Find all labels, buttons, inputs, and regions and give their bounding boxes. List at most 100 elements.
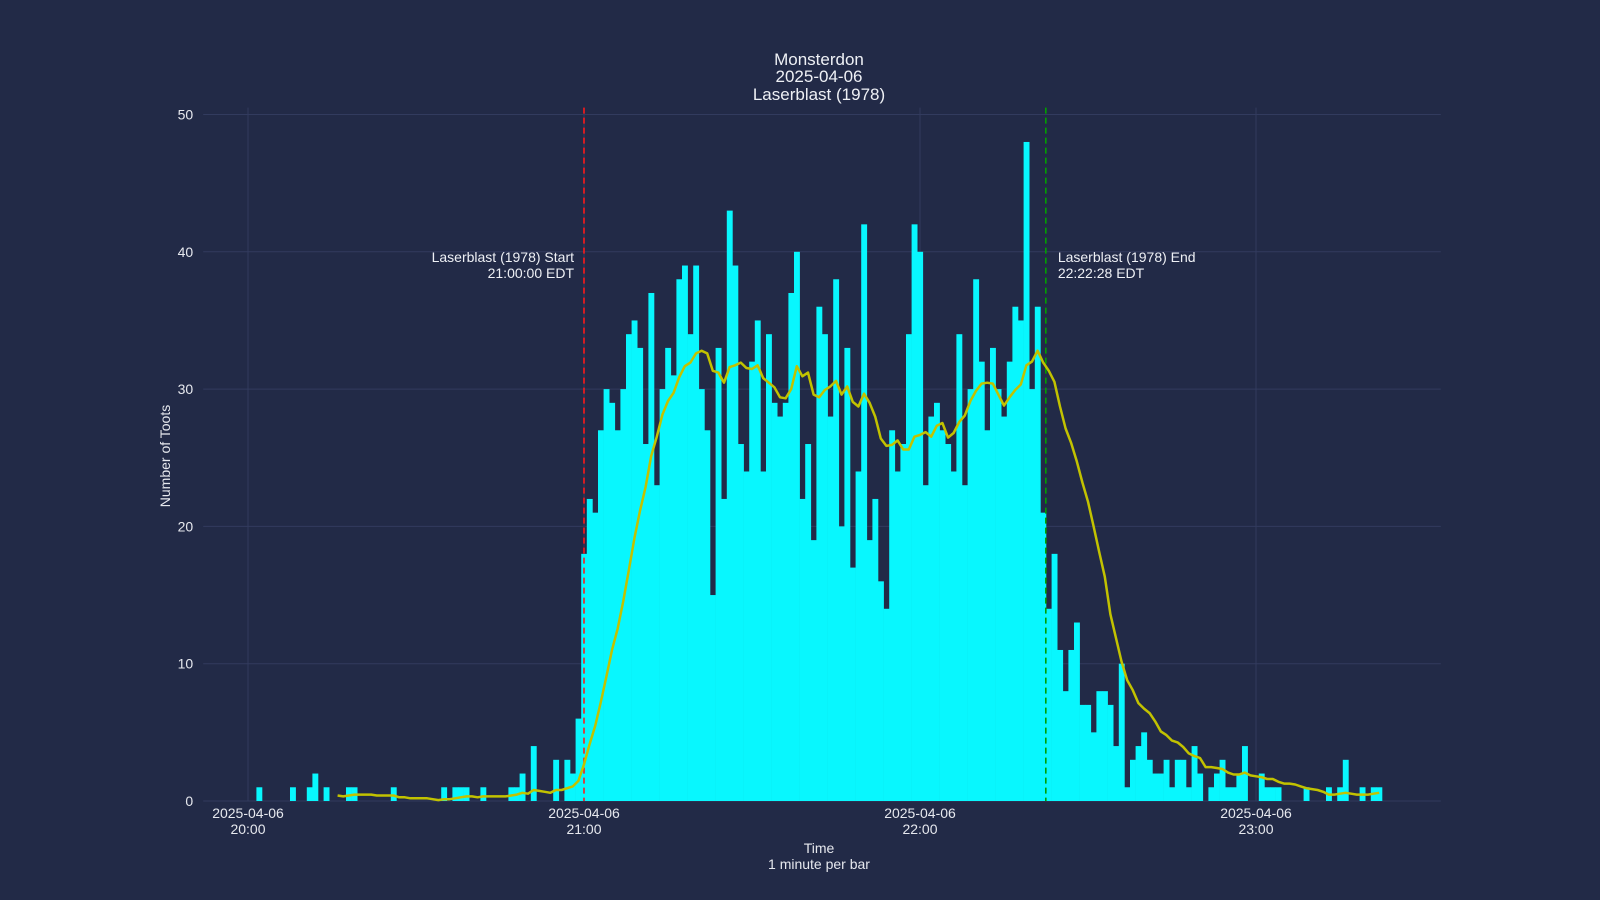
bar xyxy=(917,251,924,802)
bar xyxy=(911,224,918,802)
bar xyxy=(889,430,896,801)
bar xyxy=(754,320,761,801)
bar xyxy=(346,787,352,801)
bar xyxy=(1001,416,1008,801)
bar xyxy=(1236,773,1243,801)
bar xyxy=(1275,787,1282,801)
bar xyxy=(1376,787,1383,801)
bar xyxy=(984,430,991,801)
bar xyxy=(1051,553,1058,801)
bar xyxy=(519,773,526,801)
chart-title-line-3: Laserblast (1978) xyxy=(753,85,885,104)
moving-average-line xyxy=(337,349,1380,802)
bar xyxy=(990,347,996,801)
bar xyxy=(973,279,980,801)
bar xyxy=(872,498,879,801)
x-tick-label-time: 21:00 xyxy=(566,821,601,837)
bar xyxy=(1270,787,1276,801)
bar xyxy=(614,430,621,801)
bar xyxy=(1096,691,1103,801)
bar xyxy=(1230,787,1237,801)
bar xyxy=(749,361,756,801)
bar xyxy=(1208,787,1215,801)
bar xyxy=(642,444,649,801)
bar xyxy=(458,787,464,801)
bar xyxy=(1079,704,1086,801)
bar xyxy=(670,375,677,801)
bar xyxy=(1023,141,1030,801)
x-axis-title: Time xyxy=(804,840,835,856)
bar xyxy=(1130,759,1136,801)
bar xyxy=(1169,787,1176,801)
bar xyxy=(816,306,823,801)
bar xyxy=(1303,787,1310,801)
bar xyxy=(1141,732,1148,801)
bar xyxy=(530,746,537,801)
bar xyxy=(962,485,968,801)
bar xyxy=(1018,320,1024,801)
bar xyxy=(928,416,935,801)
x-tick-label-time: 23:00 xyxy=(1238,821,1273,837)
bar xyxy=(732,265,739,801)
bar xyxy=(609,402,616,801)
bar xyxy=(306,787,313,801)
bar xyxy=(1342,759,1349,801)
bar xyxy=(995,389,1002,801)
start-annotation-label: Laserblast (1978) Start xyxy=(432,249,575,265)
x-tick-label-time: 20:00 xyxy=(230,821,265,837)
bar xyxy=(1197,773,1204,801)
bar xyxy=(592,512,599,801)
bar xyxy=(1090,732,1097,801)
bar xyxy=(738,444,744,801)
x-axis-ticks: 2025-04-0620:002025-04-0621:002025-04-06… xyxy=(212,805,1292,837)
bar xyxy=(682,265,688,801)
bar xyxy=(553,759,560,801)
bar xyxy=(810,540,817,801)
bar xyxy=(1062,691,1069,801)
bar xyxy=(323,787,330,801)
bar xyxy=(659,389,666,801)
bar xyxy=(1152,773,1159,801)
bar xyxy=(922,485,929,801)
x-tick-label-date: 2025-04-06 xyxy=(212,805,284,821)
bar xyxy=(934,402,940,801)
y-tick-label: 10 xyxy=(178,656,194,672)
bar xyxy=(508,787,515,801)
bar xyxy=(1163,759,1170,801)
bar xyxy=(777,416,784,801)
bar xyxy=(799,498,806,801)
y-axis-ticks: 0 10 20 30 40 50 xyxy=(178,107,194,810)
bar xyxy=(603,389,610,801)
bar xyxy=(894,471,901,801)
bar xyxy=(788,292,795,801)
bar xyxy=(586,498,593,801)
x-tick-label-date: 2025-04-06 xyxy=(548,805,620,821)
bar xyxy=(256,787,263,801)
bar xyxy=(760,471,767,801)
bar xyxy=(1029,389,1036,801)
bar xyxy=(743,471,750,801)
bar xyxy=(390,787,397,801)
bar xyxy=(1006,361,1013,801)
bar xyxy=(710,595,716,801)
x-tick-label-time: 22:00 xyxy=(902,821,937,837)
end-annotation-time: 22:22:28 EDT xyxy=(1058,265,1145,281)
event-lines xyxy=(583,107,1047,801)
x-axis-subtitle: 1 minute per bar xyxy=(768,856,870,872)
x-tick-label-date: 2025-04-06 xyxy=(884,805,956,821)
bar xyxy=(1264,787,1271,801)
bar xyxy=(1085,704,1092,801)
bar xyxy=(844,347,851,801)
bar xyxy=(782,402,789,801)
bar xyxy=(855,471,862,801)
bar xyxy=(1146,759,1153,801)
bar xyxy=(978,361,985,801)
bar xyxy=(822,334,828,801)
bar xyxy=(631,320,638,801)
bar xyxy=(312,773,319,801)
bar xyxy=(1068,649,1075,801)
bar xyxy=(693,265,700,801)
bar xyxy=(452,787,459,801)
bar xyxy=(794,251,800,802)
bar xyxy=(1034,306,1041,801)
